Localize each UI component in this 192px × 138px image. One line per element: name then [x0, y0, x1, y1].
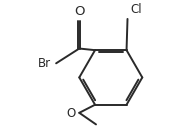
Text: O: O: [67, 107, 76, 120]
Text: Br: Br: [38, 57, 51, 70]
Text: O: O: [74, 5, 84, 18]
Text: Cl: Cl: [130, 3, 142, 16]
